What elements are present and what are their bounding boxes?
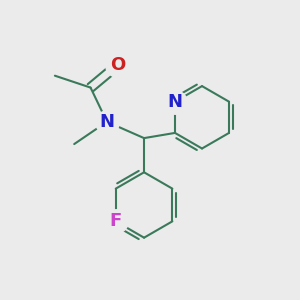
Text: N: N <box>99 113 114 131</box>
Text: N: N <box>167 93 182 111</box>
Text: O: O <box>110 56 125 74</box>
Text: F: F <box>110 212 122 230</box>
